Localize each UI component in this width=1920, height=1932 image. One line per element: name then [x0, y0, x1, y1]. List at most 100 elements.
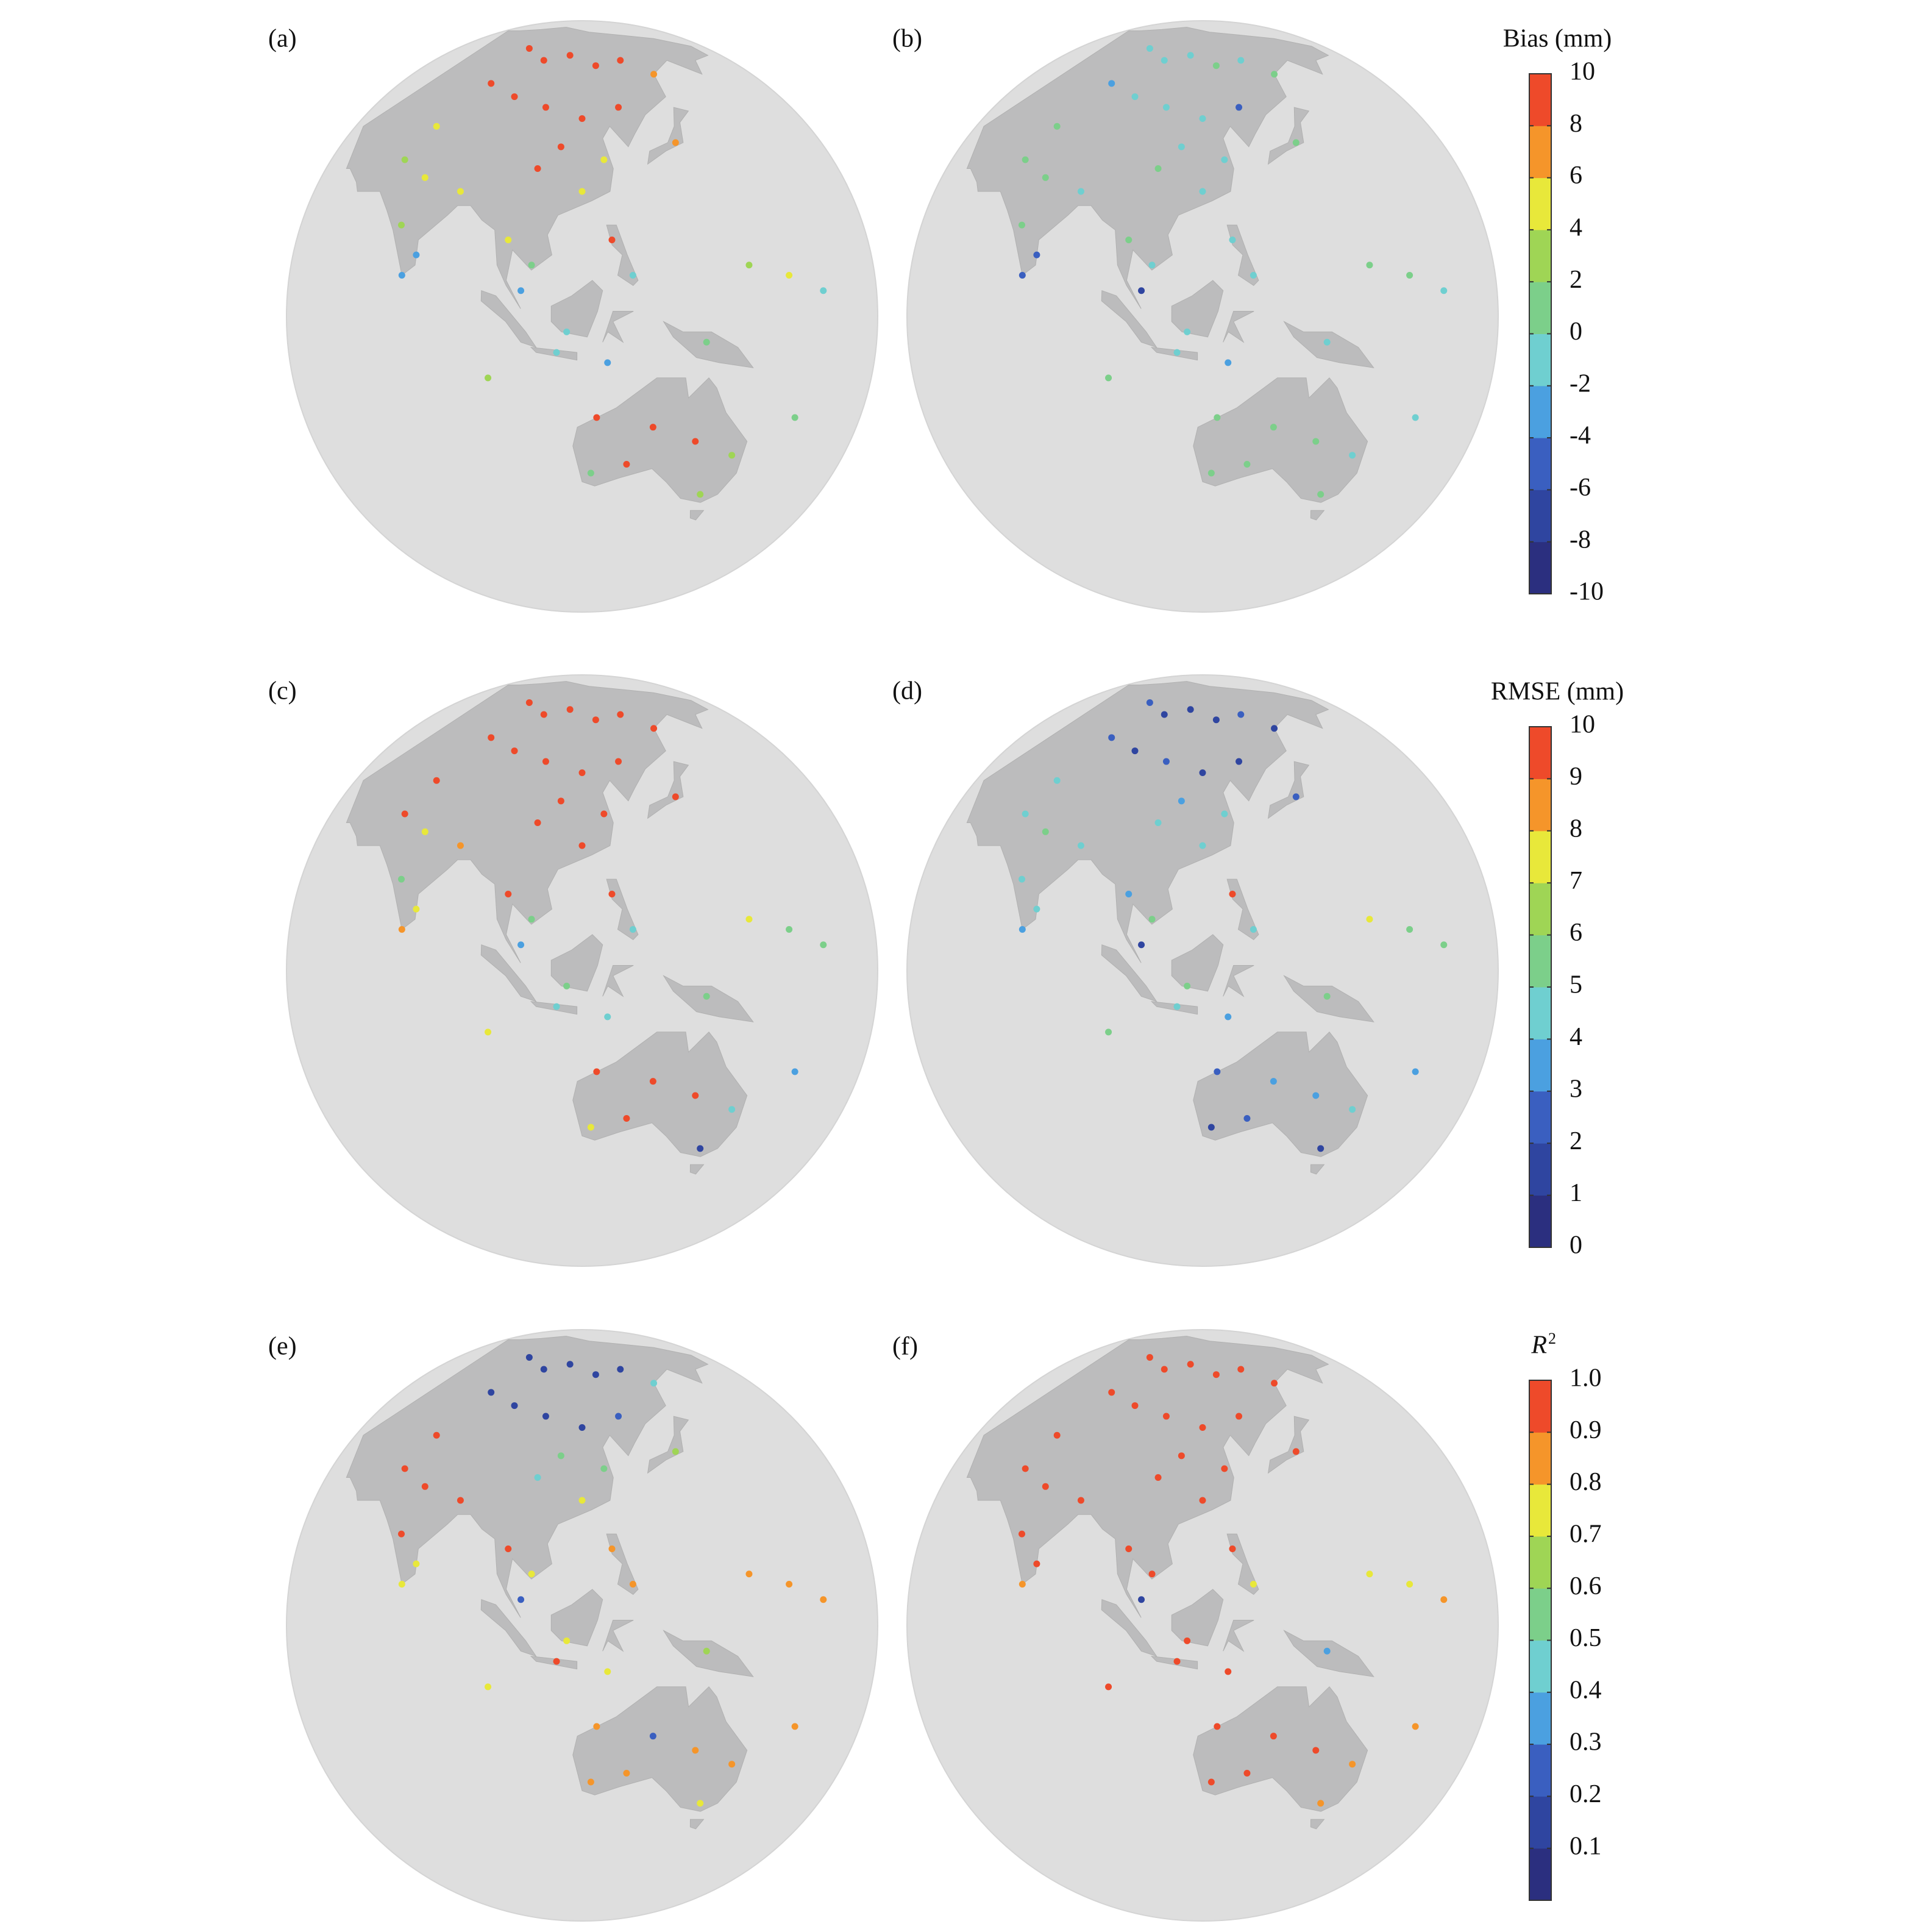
colorbar-bin — [1529, 490, 1551, 543]
station-dot — [1199, 188, 1206, 195]
station-dot — [592, 716, 599, 724]
station-dot — [1243, 1770, 1251, 1777]
station-dot — [566, 1361, 574, 1368]
panel-label: (b) — [892, 25, 922, 53]
colorbar-bin — [1529, 1484, 1551, 1537]
land — [480, 944, 537, 1002]
station-dot — [593, 414, 600, 421]
station-dot — [505, 890, 512, 897]
station-dot — [623, 1770, 630, 1777]
station-dot — [542, 104, 549, 111]
colorbar-bin — [1529, 779, 1551, 832]
map-panel — [286, 1329, 878, 1922]
station-dot — [1131, 747, 1139, 755]
station-dot — [1138, 941, 1145, 949]
station-dot — [617, 57, 624, 64]
station-dot — [542, 758, 549, 765]
colorbar-bin — [1529, 1091, 1551, 1144]
station-dot — [1105, 1028, 1112, 1036]
station-dot — [1154, 819, 1162, 826]
station-dot — [1225, 1013, 1232, 1021]
station-dot — [1053, 123, 1061, 130]
land — [602, 311, 634, 343]
station-dot — [692, 1747, 699, 1754]
station-dot — [1108, 80, 1115, 87]
station-dot — [615, 104, 622, 111]
panel-label: (f) — [892, 1333, 918, 1361]
station-dot — [1162, 758, 1170, 765]
colorbar-tick-label: 9 — [1570, 763, 1582, 791]
station-dot — [401, 156, 408, 163]
station-dot — [703, 1647, 710, 1655]
station-dot — [1237, 57, 1245, 64]
station-dot — [398, 1530, 405, 1538]
colorbar-bin — [1529, 987, 1551, 1039]
station-dot — [728, 452, 736, 459]
colorbar-tick-label: 0.6 — [1570, 1572, 1602, 1600]
panel-label: (a) — [268, 25, 297, 53]
colorbar-title: R — [1531, 1331, 1547, 1360]
station-dot — [587, 1124, 594, 1131]
station-dot — [1225, 1668, 1232, 1675]
colorbar-bin — [1529, 727, 1551, 779]
land — [1310, 1819, 1325, 1830]
station-dot — [1053, 1431, 1061, 1439]
station-dot — [540, 711, 547, 718]
station-dot — [1366, 916, 1373, 923]
station-dot — [421, 1483, 428, 1490]
station-dot — [703, 993, 710, 1000]
station-dot — [1042, 174, 1049, 181]
station-dot — [820, 1596, 827, 1603]
station-dot — [578, 1497, 586, 1504]
colorbar-bin — [1529, 1380, 1551, 1433]
station-dot — [1199, 769, 1206, 776]
station-dot — [1271, 71, 1278, 78]
station-dot — [1138, 1596, 1145, 1603]
land — [1223, 311, 1254, 343]
station-dot — [1214, 1068, 1221, 1075]
station-dot — [1317, 1800, 1324, 1807]
land — [966, 681, 1329, 963]
land — [550, 280, 603, 338]
land — [647, 1416, 689, 1474]
station-dot — [563, 982, 571, 989]
station-dot — [398, 926, 405, 933]
land — [346, 27, 709, 309]
colorbar-tick-label: -10 — [1570, 578, 1604, 606]
colorbar-bin — [1529, 1039, 1551, 1092]
station-dot — [557, 143, 564, 151]
station-dot — [433, 123, 440, 130]
colorbar-tick-label: 10 — [1570, 58, 1595, 86]
land — [1171, 1589, 1224, 1647]
station-dot — [1154, 165, 1162, 172]
station-dot — [1042, 828, 1049, 835]
station-dot — [1214, 414, 1221, 421]
station-dot — [1184, 982, 1191, 989]
station-dot — [528, 1570, 535, 1578]
station-dot — [608, 1545, 616, 1552]
land — [1267, 761, 1310, 819]
colorbar-tick-label: 3 — [1570, 1075, 1582, 1103]
station-dot — [1406, 1581, 1413, 1588]
station-dot — [820, 287, 827, 294]
colorbar-bin — [1529, 1143, 1551, 1196]
station-dot — [413, 251, 420, 258]
colorbar-bin — [1529, 177, 1551, 230]
station-dot — [1108, 734, 1115, 741]
station-dot — [1440, 941, 1448, 949]
station-dot — [1225, 359, 1232, 366]
land — [1101, 944, 1157, 1002]
panel-label: (e) — [268, 1333, 297, 1361]
station-dot — [1250, 1581, 1257, 1588]
station-dot — [1229, 1545, 1236, 1552]
station-dot — [553, 1658, 560, 1665]
station-dot — [1312, 1747, 1320, 1754]
station-dot — [1292, 139, 1300, 146]
station-dot — [1229, 236, 1236, 243]
colorbar-bin — [1529, 1536, 1551, 1589]
station-dot — [505, 1545, 512, 1552]
station-dot — [1212, 62, 1220, 70]
station-dot — [517, 1596, 525, 1603]
colorbar-bin — [1529, 126, 1551, 179]
colorbar-tick-label: 6 — [1570, 162, 1582, 190]
